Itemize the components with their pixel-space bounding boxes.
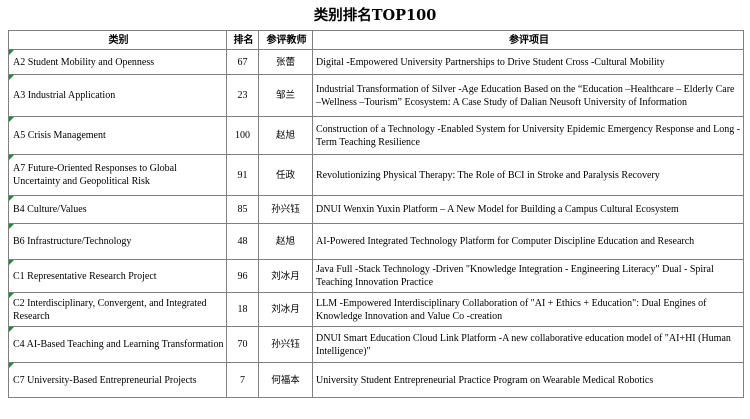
header-category: 类别 [8, 30, 227, 50]
table-row: A5 Crisis Management 100 赵旭 Construction… [8, 116, 744, 155]
table-row: A2 Student Mobility and Openness 67 张蕾 D… [8, 49, 744, 75]
teacher-cell: 邹兰 [258, 74, 313, 117]
teacher-cell: 刘冰月 [258, 259, 313, 293]
rank-cell: 7 [226, 362, 259, 398]
project-cell: Digital -Empowered University Partnershi… [312, 49, 744, 75]
header-rank: 排名 [226, 30, 259, 50]
header-teacher: 参评教师 [258, 30, 313, 50]
ranking-table: 类别 排名 参评教师 参评项目 A2 Student Mobility and … [8, 30, 744, 398]
project-cell: Revolutionizing Physical Therapy: The Ro… [312, 154, 744, 196]
category-cell: B6 Infrastructure/Technology [8, 223, 227, 260]
project-cell: LLM -Empowered Interdisciplinary Collabo… [312, 292, 744, 327]
table-row: B4 Culture/Values 85 孙兴钰 DNUI Wenxin Yux… [8, 195, 744, 224]
project-cell: Java Full -Stack Technology -Driven "Kno… [312, 259, 744, 293]
project-cell: Construction of a Technology -Enabled Sy… [312, 116, 744, 155]
project-cell: DNUI Wenxin Yuxin Platform – A New Model… [312, 195, 744, 224]
category-cell: B4 Culture/Values [8, 195, 227, 224]
table-row: B6 Infrastructure/Technology 48 赵旭 AI-Po… [8, 223, 744, 260]
project-cell: AI-Powered Integrated Technology Platfor… [312, 223, 744, 260]
category-cell: A5 Crisis Management [8, 116, 227, 155]
teacher-cell: 赵旭 [258, 116, 313, 155]
page-title: 类别排名TOP100 [313, 7, 437, 24]
table-header-row: 类别 排名 参评教师 参评项目 [8, 30, 744, 50]
rank-cell: 91 [226, 154, 259, 196]
project-cell: DNUI Smart Education Cloud Link Platform… [312, 326, 744, 363]
project-cell: Industrial Transformation of Silver -Age… [312, 74, 744, 117]
teacher-cell: 张蕾 [258, 49, 313, 75]
table-row: C7 University-Based Entrepreneurial Proj… [8, 362, 744, 398]
category-cell: C4 AI-Based Teaching and Learning Transf… [8, 326, 227, 363]
header-project: 参评项目 [312, 30, 744, 50]
category-cell: A2 Student Mobility and Openness [8, 49, 227, 75]
teacher-cell: 孙兴钰 [258, 326, 313, 363]
table-row: A7 Future-Oriented Responses to Global U… [8, 154, 744, 196]
rank-cell: 48 [226, 223, 259, 260]
teacher-cell: 孙兴钰 [258, 195, 313, 224]
rank-cell: 23 [226, 74, 259, 117]
rank-cell: 85 [226, 195, 259, 224]
teacher-cell: 何福本 [258, 362, 313, 398]
category-cell: C2 Interdisciplinary, Convergent, and In… [8, 292, 227, 327]
rank-cell: 96 [226, 259, 259, 293]
rank-cell: 18 [226, 292, 259, 327]
project-cell: University Student Entrepreneurial Pract… [312, 362, 744, 398]
table-row: A3 Industrial Application 23 邹兰 Industri… [8, 74, 744, 117]
rank-cell: 67 [226, 49, 259, 75]
table-row: C4 AI-Based Teaching and Learning Transf… [8, 326, 744, 363]
table-row: C1 Representative Research Project 96 刘冰… [8, 259, 744, 293]
teacher-cell: 赵旭 [258, 223, 313, 260]
teacher-cell: 刘冰月 [258, 292, 313, 327]
teacher-cell: 任政 [258, 154, 313, 196]
rank-cell: 70 [226, 326, 259, 363]
category-cell: A7 Future-Oriented Responses to Global U… [8, 154, 227, 196]
category-cell: C1 Representative Research Project [8, 259, 227, 293]
table-row: C2 Interdisciplinary, Convergent, and In… [8, 292, 744, 327]
category-cell: C7 University-Based Entrepreneurial Proj… [8, 362, 227, 398]
category-cell: A3 Industrial Application [8, 74, 227, 117]
rank-cell: 100 [226, 116, 259, 155]
